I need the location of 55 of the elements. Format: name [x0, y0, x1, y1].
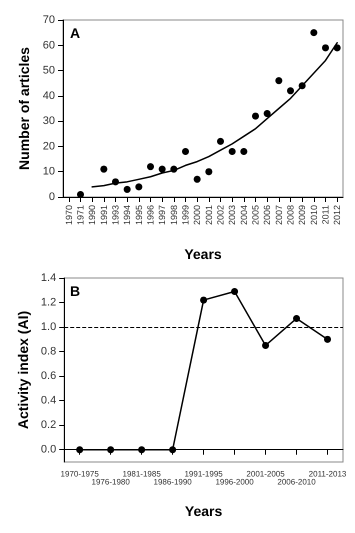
x-tick-label: 2001 [204, 205, 214, 226]
x-tick-label: 1970-1975 [60, 470, 100, 478]
x-tick-label: 2012 [332, 205, 342, 226]
y-axis-title: Activity index (AI) [15, 310, 31, 430]
x-tick-label: 2011 [320, 205, 330, 224]
x-axis-title: Years [184, 246, 222, 262]
x-tick-label: 1997 [157, 205, 168, 226]
y-tick-label: 20 [42, 140, 55, 152]
x-tick-label: 2011-2013 [308, 470, 347, 478]
y-tick-label: 10 [42, 166, 55, 178]
y-tick-label: 40 [42, 90, 55, 102]
x-tick-label: 1999 [180, 205, 190, 226]
y-tick-label: 0 [48, 191, 55, 203]
y-tick-label: 0.0 [40, 444, 56, 456]
annotation: A [70, 25, 80, 41]
y-tick-label: 0.2 [40, 419, 56, 432]
x-tick-label: 1991-1995 [184, 470, 224, 478]
x-tick-label: 1990 [87, 205, 98, 226]
y-tick-label: 50 [42, 64, 55, 77]
y-tick-label: 30 [42, 115, 55, 128]
x-axis-title: Years [184, 503, 222, 519]
x-tick-label: 1971 [76, 205, 86, 226]
y-tick-label: 0.6 [40, 370, 56, 382]
x-tick-label: 1991 [98, 205, 109, 226]
x-tick-label: 1981-1985 [122, 470, 162, 478]
x-tick-label: 1986-1990 [153, 478, 192, 486]
x-tick-label: 1998 [168, 205, 179, 226]
x-tick-label: 2004 [238, 205, 249, 226]
x-tick-label: 1995 [134, 205, 144, 226]
y-tick-label: 70 [42, 14, 55, 26]
y-tick-label: 1.0 [40, 321, 56, 334]
x-tick-label: 2006-2010 [277, 478, 316, 486]
annotation: B [70, 283, 80, 299]
x-tick-label: 2008 [286, 205, 296, 226]
x-tick-label: 1976-1980 [92, 478, 130, 486]
x-tick-label: 2001-2005 [246, 470, 286, 478]
x-tick-label: 1996-2000 [215, 478, 254, 486]
x-tick-label: 2000 [192, 205, 202, 226]
x-tick-label: 2003 [227, 205, 238, 226]
x-tick-label: 2007 [274, 205, 284, 226]
y-tick-label: 1.2 [40, 296, 56, 309]
x-tick-label: 2005 [250, 205, 260, 226]
y-tick-label: 0.4 [40, 394, 56, 407]
x-tick-label: 1996 [146, 205, 156, 226]
y-tick-label: 1.4 [40, 272, 56, 284]
x-tick-label: 2002 [216, 205, 226, 226]
y-tick-label: 0.8 [40, 346, 56, 358]
x-tick-label: 1993 [110, 205, 120, 226]
y-tick-label: 60 [42, 39, 55, 52]
y-axis-title: Number of articles [16, 46, 32, 170]
x-tick-label: 2009 [297, 205, 308, 226]
x-tick-label: 1970 [64, 205, 74, 226]
x-tick-label: 1994 [122, 205, 132, 226]
x-tick-label: 2010 [308, 205, 319, 226]
x-tick-label: 2006 [262, 205, 272, 226]
